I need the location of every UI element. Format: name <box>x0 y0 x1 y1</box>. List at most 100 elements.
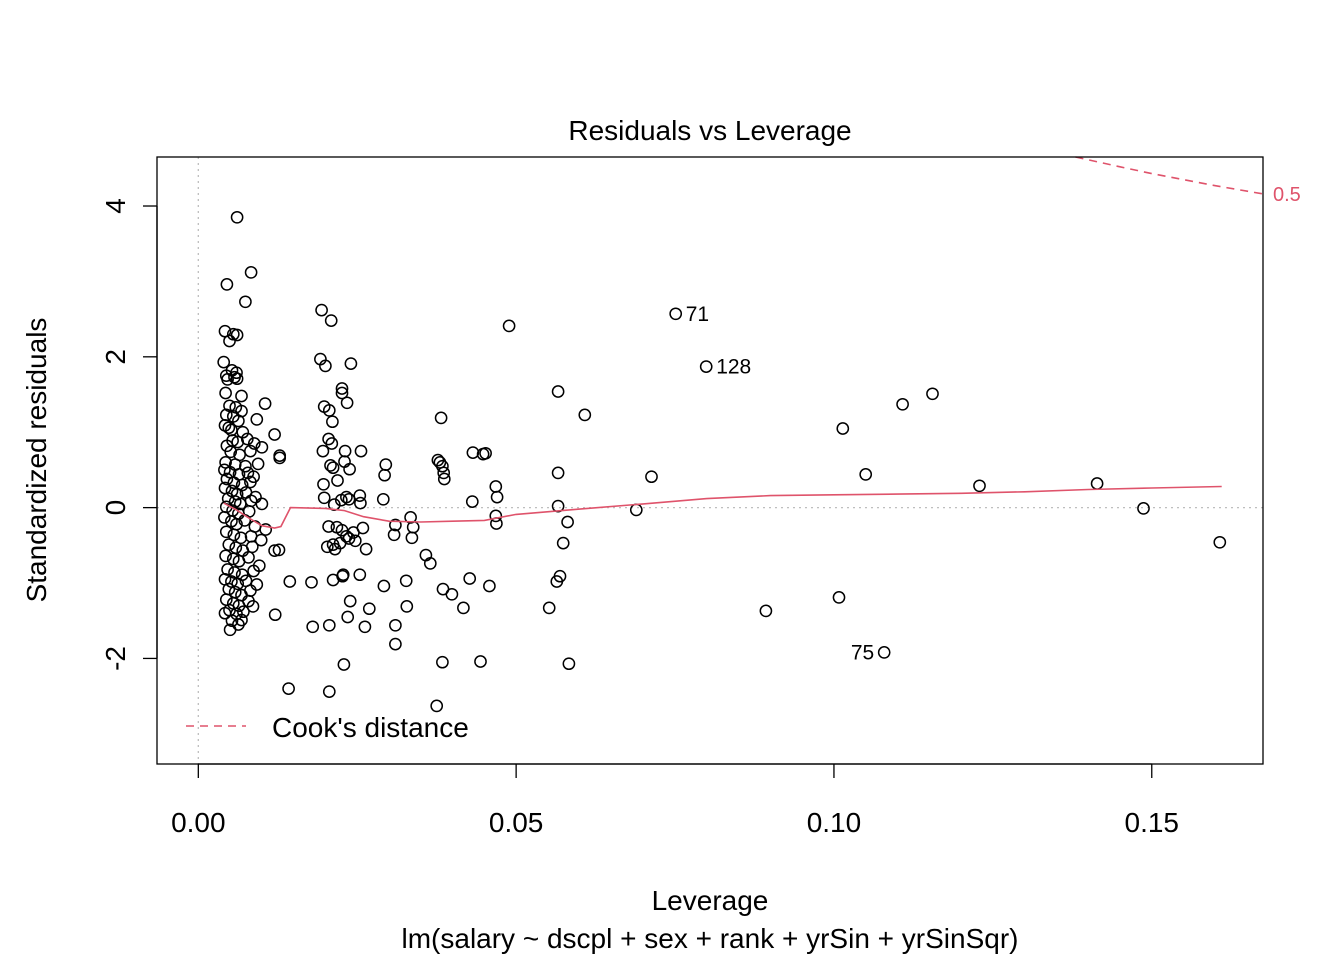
data-point <box>437 466 451 480</box>
reference-lines <box>157 157 1263 764</box>
x-axis-subtitle: lm(salary ~ dscpl + sex + rank + yrSin +… <box>402 923 1019 954</box>
data-point <box>224 445 238 459</box>
data-point <box>389 618 402 632</box>
y-tick-label: 0 <box>100 500 131 516</box>
data-point <box>335 382 349 395</box>
data-point <box>358 620 372 634</box>
data-points <box>217 210 1227 713</box>
data-point <box>219 386 232 400</box>
data-point <box>326 415 339 429</box>
data-point <box>273 451 287 465</box>
data-point <box>334 493 348 507</box>
data-point <box>230 372 244 386</box>
data-point <box>669 307 683 321</box>
data-point <box>699 360 713 373</box>
data-point <box>237 605 250 619</box>
data-point <box>1090 477 1104 490</box>
data-point <box>561 515 574 529</box>
data-point <box>341 610 355 624</box>
data-point <box>322 618 336 632</box>
data-point <box>227 528 241 542</box>
data-point <box>328 542 342 556</box>
data-point <box>335 386 349 400</box>
data-point <box>268 428 281 441</box>
data-point <box>489 480 503 493</box>
data-point <box>222 582 236 596</box>
data-point <box>324 314 338 327</box>
data-point <box>562 657 576 671</box>
data-point <box>283 575 297 588</box>
data-point <box>245 540 259 554</box>
data-point <box>250 578 264 591</box>
data-point <box>228 566 241 579</box>
data-point <box>354 496 367 510</box>
data-point <box>331 474 344 487</box>
point-label: 75 <box>851 641 874 664</box>
data-point <box>353 568 367 582</box>
data-point <box>463 572 477 585</box>
data-point <box>319 359 332 373</box>
data-point <box>219 525 233 539</box>
data-point <box>859 468 873 481</box>
data-point <box>322 685 336 698</box>
data-point <box>354 444 368 458</box>
data-point <box>251 457 265 471</box>
data-point <box>437 472 451 486</box>
data-point <box>316 444 330 458</box>
data-point <box>272 543 286 557</box>
data-point <box>234 531 248 545</box>
data-point <box>433 456 447 469</box>
data-point <box>400 600 414 613</box>
data-point <box>236 425 250 439</box>
data-point <box>322 520 335 533</box>
data-point <box>218 463 231 477</box>
data-point <box>340 396 354 410</box>
data-point <box>457 601 470 615</box>
data-point <box>973 479 986 493</box>
data-point <box>877 646 891 659</box>
data-point <box>218 511 231 524</box>
data-point <box>221 373 234 386</box>
x-tick-label: 0.15 <box>1125 807 1180 838</box>
point-label: 71 <box>686 303 709 326</box>
data-point <box>629 503 643 517</box>
data-point <box>343 462 356 476</box>
y-tick-label: 2 <box>100 349 131 365</box>
data-point <box>645 470 658 484</box>
data-point <box>342 492 356 506</box>
cooks-distance-line <box>1075 156 1264 195</box>
y-axis-title: Standardized residuals <box>21 318 52 603</box>
data-point <box>490 490 504 504</box>
data-point <box>343 594 357 608</box>
data-point <box>445 587 459 601</box>
data-point <box>222 421 236 435</box>
data-point <box>356 521 370 535</box>
data-point <box>282 682 295 695</box>
x-tick-label: 0.05 <box>489 807 544 838</box>
data-point <box>474 655 487 668</box>
data-point <box>542 601 556 615</box>
data-point <box>229 541 243 554</box>
data-point <box>220 472 234 486</box>
data-point <box>387 528 401 542</box>
data-point <box>378 468 391 482</box>
chart-title: Residuals vs Leverage <box>568 115 851 146</box>
data-point <box>436 459 449 473</box>
x-tick-label: 0.10 <box>807 807 862 838</box>
data-point <box>244 584 257 597</box>
data-point <box>232 414 245 428</box>
data-point <box>926 387 939 401</box>
data-point <box>832 591 846 604</box>
data-point <box>502 319 516 333</box>
x-tick-label: 0.00 <box>171 807 226 838</box>
data-point <box>389 637 402 651</box>
data-point <box>217 355 231 369</box>
data-point <box>246 600 260 613</box>
data-point <box>239 295 252 309</box>
data-point <box>317 491 331 505</box>
data-point <box>305 575 318 589</box>
data-point <box>759 604 773 618</box>
data-point <box>399 574 413 588</box>
data-point <box>258 397 272 410</box>
